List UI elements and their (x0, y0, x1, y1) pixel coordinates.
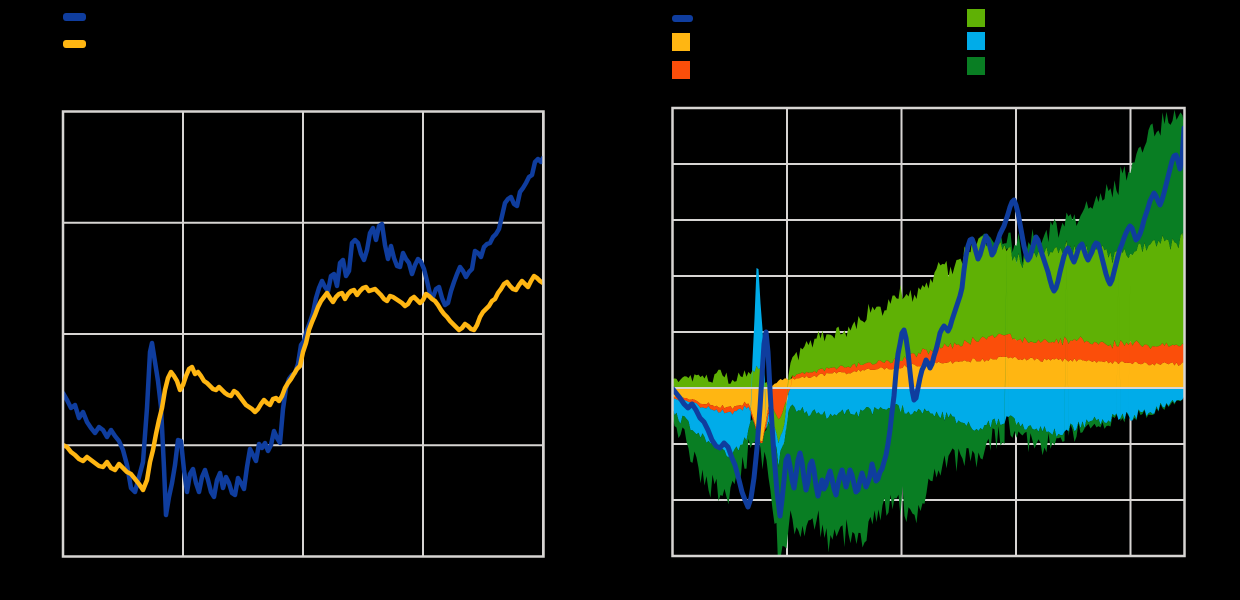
right-stacked-area-chart (671, 106, 1186, 558)
navy-line (672, 125, 1185, 519)
legend-darkgreen-area-swatch (967, 57, 985, 75)
right-stacked-area-chart-data (672, 109, 1185, 556)
amber-line (63, 273, 544, 493)
legend-lightgreen-area-swatch (967, 9, 985, 27)
legend-orangered-area-swatch (672, 60, 690, 79)
legend-navy-line-swatch (672, 15, 693, 22)
navy-line (63, 155, 544, 518)
right-stacked-area-chart-frame (671, 106, 1186, 558)
amber-area (672, 356, 1185, 442)
darkgreen-negative-area (672, 240, 1185, 556)
left-line-chart-data (63, 155, 544, 518)
left-line-chart-frame (61, 110, 545, 558)
series-amber-swatch (63, 39, 86, 48)
legend-amber-area-swatch (672, 33, 690, 51)
left-line-chart (61, 110, 545, 558)
series-navy-swatch (63, 12, 86, 21)
cyan-area (672, 267, 1185, 467)
legend-cyan-area-swatch (967, 31, 985, 50)
